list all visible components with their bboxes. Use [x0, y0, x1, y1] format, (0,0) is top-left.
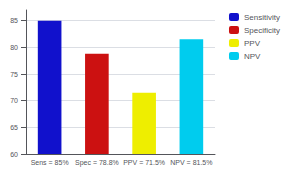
svg-text:NPV: NPV: [244, 52, 261, 61]
svg-text:75: 75: [10, 71, 18, 78]
svg-text:PPV = 71.5%: PPV = 71.5%: [123, 159, 165, 166]
svg-text:Sens = 85%: Sens = 85%: [31, 159, 69, 166]
svg-text:85: 85: [10, 17, 18, 24]
svg-text:PPV: PPV: [244, 39, 261, 48]
svg-text:NPV = 81.5%: NPV = 81.5%: [170, 159, 212, 166]
svg-text:Spec = 78.8%: Spec = 78.8%: [75, 159, 119, 167]
svg-text:65: 65: [10, 124, 18, 131]
svg-text:Specificity: Specificity: [244, 26, 280, 35]
svg-text:70: 70: [10, 97, 18, 104]
svg-text:60: 60: [10, 151, 18, 158]
svg-text:80: 80: [10, 44, 18, 51]
svg-text:Sensitivity: Sensitivity: [244, 13, 280, 22]
